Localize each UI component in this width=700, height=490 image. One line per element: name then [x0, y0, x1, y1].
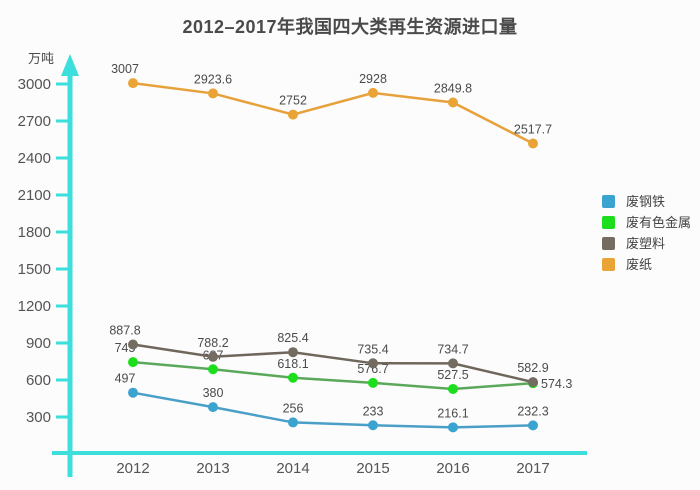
y-tick-label: 300	[26, 409, 51, 426]
x-category-label: 2012	[116, 460, 149, 477]
data-point-label: 256	[283, 401, 304, 415]
data-point	[288, 372, 298, 383]
data-point	[208, 351, 218, 362]
data-point	[448, 383, 458, 394]
legend-swatch-scrap-steel	[602, 195, 615, 208]
y-tick-label: 1500	[18, 261, 51, 278]
data-point-label: 574.3	[541, 377, 572, 391]
data-point	[448, 422, 458, 433]
legend-item-scrap-plastic: 废塑料	[602, 237, 691, 250]
data-point	[288, 417, 298, 428]
y-tick-label: 3000	[18, 76, 51, 93]
y-tick-label: 2400	[18, 150, 51, 167]
y-tick-label: 600	[26, 372, 51, 389]
data-point	[528, 420, 538, 431]
series-line-废纸	[132, 81, 534, 145]
data-point	[448, 97, 458, 108]
series-line-废有色金属	[132, 360, 534, 391]
x-category-label: 2013	[196, 460, 229, 477]
data-point-label: 380	[203, 386, 224, 400]
data-point-label: 3007	[111, 62, 139, 76]
x-category-label: 2015	[356, 460, 389, 477]
series-line-废塑料	[132, 343, 534, 384]
data-point	[128, 78, 138, 89]
y-axis-unit-label: 万吨	[28, 51, 55, 66]
data-point-label: 2923.6	[194, 72, 232, 86]
legend-item-scrap-paper: 废纸	[602, 258, 691, 271]
data-point-label: 216.1	[437, 406, 468, 420]
data-point-label: 527.5	[437, 368, 468, 382]
data-point	[368, 87, 378, 98]
legend: 废钢铁 废有色金属 废塑料 废纸	[602, 195, 691, 279]
data-point	[368, 420, 378, 431]
data-point	[128, 387, 138, 398]
legend-label-scrap-plastic: 废塑料	[626, 236, 666, 251]
x-category-label: 2017	[516, 460, 549, 477]
data-point-label: 825.4	[277, 331, 308, 345]
y-tick-label: 1800	[18, 224, 51, 241]
data-point	[528, 138, 538, 149]
y-tick-label: 2700	[18, 113, 51, 130]
y-tick-label: 2100	[18, 187, 51, 204]
y-tick-label: 900	[26, 335, 51, 352]
data-point	[288, 109, 298, 120]
data-point-label: 233	[363, 404, 384, 418]
data-point-label: 497	[115, 372, 136, 386]
data-point	[448, 358, 458, 369]
series-line-废钢铁	[132, 391, 534, 429]
x-category-label: 2014	[276, 460, 309, 477]
data-point-label: 232.3	[517, 404, 548, 418]
legend-swatch-scrap-paper	[602, 258, 615, 271]
legend-label-scrap-paper: 废纸	[626, 257, 653, 272]
data-point-label: 576.7	[357, 362, 388, 376]
legend-swatch-scrap-plastic	[602, 237, 615, 250]
data-point-label: 618.1	[277, 357, 308, 371]
data-point-label: 734.7	[437, 342, 468, 356]
data-point-label: 2928	[359, 72, 387, 86]
data-point	[368, 358, 378, 369]
y-axis-arrow-icon	[61, 54, 79, 76]
data-point	[368, 377, 378, 388]
data-point	[208, 364, 218, 375]
data-point-label: 887.8	[109, 324, 140, 338]
legend-swatch-nonferrous-metal	[602, 216, 615, 229]
data-point	[288, 347, 298, 358]
legend-item-scrap-steel: 废钢铁	[602, 195, 691, 208]
data-point-label: 2849.8	[434, 82, 472, 96]
legend-label-scrap-steel: 废钢铁	[626, 194, 666, 209]
data-point	[528, 377, 538, 388]
data-point	[128, 339, 138, 350]
legend-item-nonferrous-metal: 废有色金属	[602, 216, 691, 229]
chart-title: 2012–2017年我国四大类再生资源进口量	[182, 17, 518, 37]
data-point	[128, 357, 138, 368]
data-point-label: 2517.7	[514, 122, 552, 136]
y-tick-label: 1200	[18, 298, 51, 315]
legend-label-nonferrous-metal: 废有色金属	[626, 215, 692, 230]
data-point	[208, 88, 218, 99]
data-point	[208, 402, 218, 413]
data-point-label: 735.4	[357, 342, 388, 356]
x-category-label: 2016	[436, 460, 469, 477]
data-point-label: 2752	[279, 94, 307, 108]
data-point-label: 582.9	[517, 361, 548, 375]
data-point-label: 788.2	[197, 336, 228, 350]
